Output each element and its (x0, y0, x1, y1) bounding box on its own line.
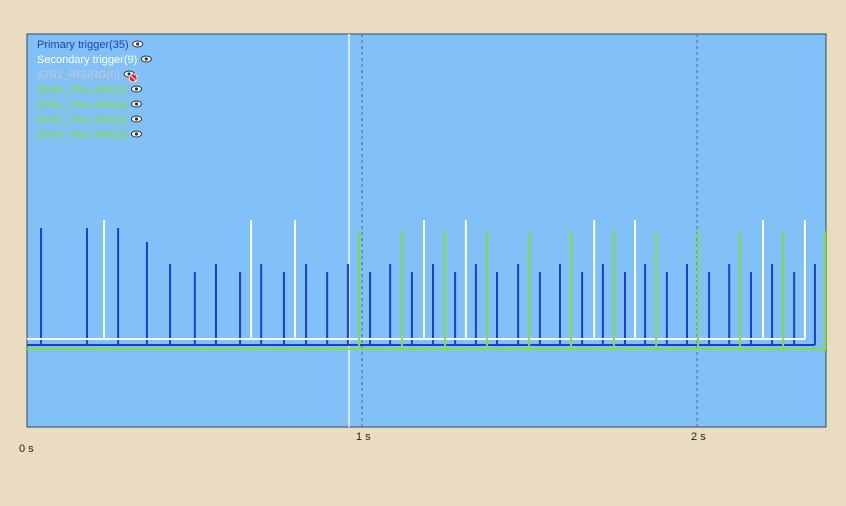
legend-entry: Secondary trigger(9) (37, 54, 137, 66)
visibility-icon-pupil (134, 132, 139, 136)
visibility-icon-pupil (134, 87, 139, 91)
plot-area (26, 33, 827, 428)
visibility-icon-pupil (144, 57, 148, 61)
legend-entry: Primary trigger(35) (37, 39, 129, 51)
x-tick-label: 0 s (19, 443, 34, 455)
legend-entry: IGN1_FALLING(3) (37, 99, 127, 111)
x-tick-label: 2 s (691, 431, 706, 443)
visibility-icon-pupil (136, 42, 140, 46)
visibility-icon-pupil (134, 117, 139, 121)
legend-entry: IGN2_FALLING(3) (37, 114, 127, 126)
x-tick-label: 1 s (356, 431, 371, 443)
hidden-icon-bar (130, 75, 137, 81)
legend-entry: IGN3_FALLING(3) (37, 129, 127, 141)
legend-entry: IGN1_RISING(0) (37, 69, 120, 81)
legend-entry: IGN0_FALLING(3) (37, 84, 127, 96)
visibility-icon-pupil (127, 72, 131, 76)
visibility-icon-pupil (134, 102, 139, 106)
